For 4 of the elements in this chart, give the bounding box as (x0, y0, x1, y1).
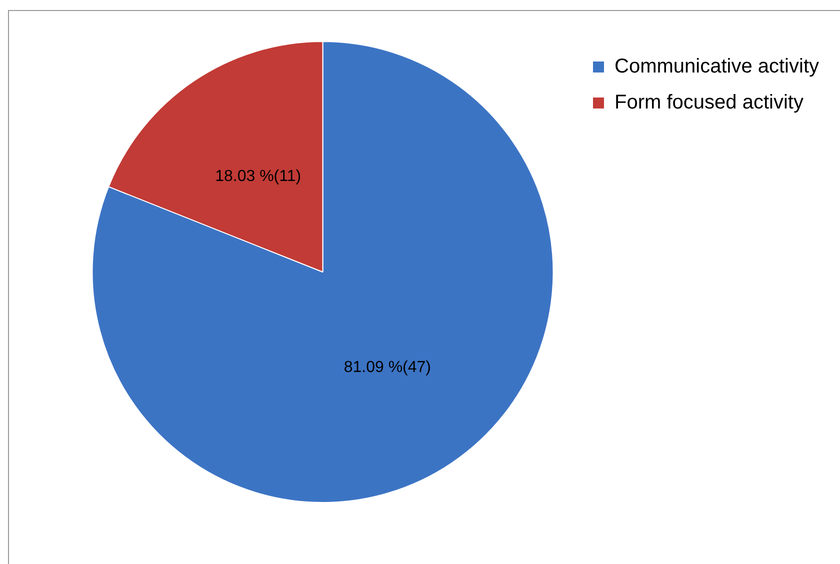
legend-label: Communicative activity (614, 56, 820, 78)
data-label: 18.03 %(11) (215, 168, 302, 186)
data-label: 81.09 %(47) (344, 358, 432, 376)
legend-label: Form focused activity (614, 92, 804, 114)
